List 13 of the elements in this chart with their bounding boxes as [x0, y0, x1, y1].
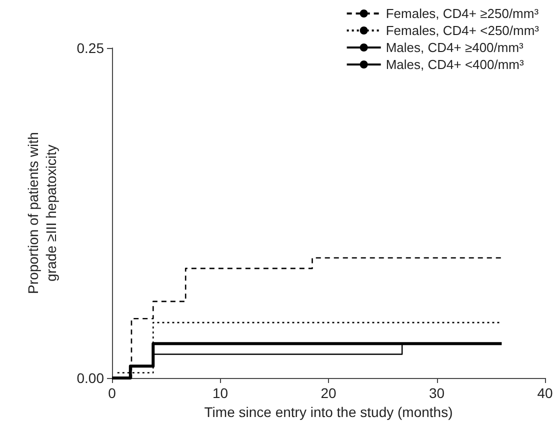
legend-label: Females, CD4+ ≥250/mm³: [386, 6, 540, 21]
x-tick-label: 0: [108, 385, 116, 401]
y-tick-label: 0.25: [76, 40, 104, 56]
x-tick-label: 10: [212, 385, 228, 401]
x-axis-title: Time since entry into the study (months): [204, 404, 453, 420]
legend-label: Males, CD4+ ≥400/mm³: [386, 40, 524, 55]
y-axis-title: Proportion of patients with grade ≥III hepatoxicity: [25, 132, 59, 294]
legend-label: Males, CD4+ <400/mm³: [386, 57, 524, 72]
y-tick-label: 0.00: [76, 370, 104, 386]
legend-label: Females, CD4+ <250/mm³: [386, 23, 540, 38]
x-tick-label: 30: [428, 385, 445, 401]
x-tick-label: 40: [537, 385, 553, 401]
x-tick-label: 20: [320, 385, 336, 401]
